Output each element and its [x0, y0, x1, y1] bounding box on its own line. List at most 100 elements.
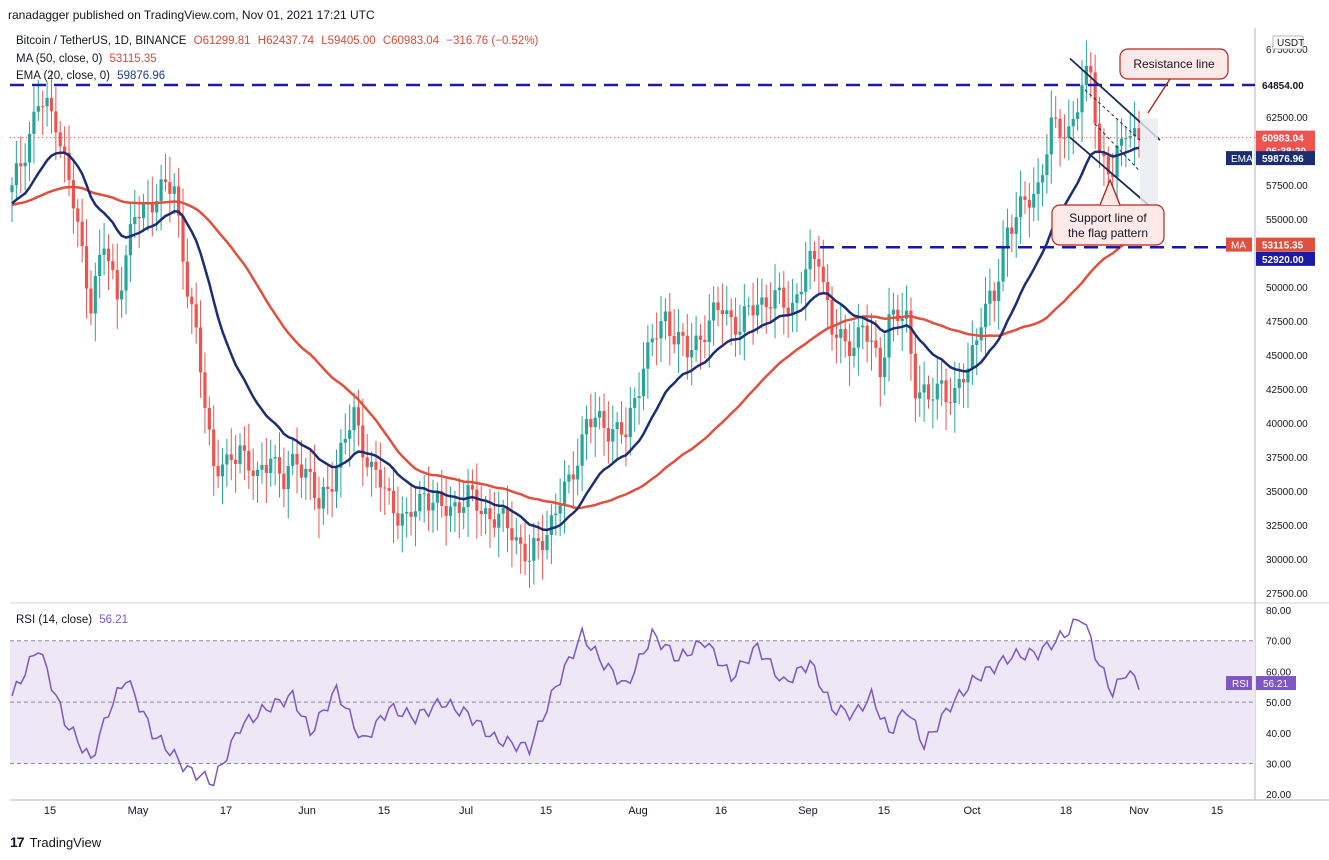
candle-body: [277, 457, 282, 474]
candle-body: [703, 339, 707, 343]
candle-body: [869, 340, 874, 342]
candle-body: [440, 491, 444, 506]
candle-body: [435, 491, 439, 503]
candle-body: [663, 311, 667, 322]
candle-body: [505, 508, 510, 529]
candle-body: [786, 307, 790, 314]
rsi-line: [11, 618, 1140, 787]
candle-body: [255, 469, 260, 476]
candle-body: [203, 372, 207, 408]
rsi-tick-label: 60.00: [1266, 667, 1291, 678]
candle-body: [137, 216, 141, 219]
time-tick-label: Nov: [1129, 805, 1149, 817]
candle-body: [769, 307, 773, 309]
candle-body: [751, 305, 755, 316]
candle-body: [1062, 137, 1067, 139]
candle-body: [111, 261, 115, 271]
candle-body: [133, 216, 137, 225]
candle-body: [861, 325, 865, 328]
candle-body: [1005, 227, 1010, 248]
candle-body: [966, 368, 970, 383]
candle-body: [558, 505, 562, 514]
candle-body: [1045, 154, 1049, 176]
candle-body: [84, 246, 89, 289]
candle-body: [668, 311, 672, 336]
candle-body: [405, 512, 409, 514]
candle-body: [935, 383, 939, 400]
price-tick-label: 57500.00: [1266, 181, 1308, 192]
rsi-value-tag-bg: [1256, 676, 1296, 691]
price-tick-label: 50000.00: [1266, 283, 1308, 294]
time-tick-label: Oct: [963, 805, 980, 817]
candle-body: [865, 325, 869, 342]
candle-body: [624, 434, 628, 438]
candle-body: [694, 335, 698, 351]
rsi-tag-bg: [1226, 676, 1252, 691]
candle-body: [102, 248, 106, 255]
ema-price-tag-text: 59876.96: [1262, 154, 1304, 165]
candle-body: [1111, 174, 1115, 178]
candle-body: [198, 327, 203, 373]
rsi-legend: RSI (14, close) 56.21: [16, 614, 132, 626]
candle-body: [49, 97, 54, 112]
candle-body: [251, 470, 255, 476]
rsi-label: RSI (14, close): [16, 614, 93, 626]
ma-label: MA (50, close, 0): [16, 53, 103, 65]
tradingview-logo-icon: 17: [10, 834, 25, 850]
candle-body: [1093, 72, 1097, 124]
candle-body: [128, 224, 133, 256]
ema-price-tag-tag: EMA: [1231, 154, 1253, 165]
time-tick-label: 15: [1211, 805, 1223, 817]
candle-body: [260, 464, 264, 470]
close-value: C60983.04: [382, 35, 440, 47]
candle-body: [1027, 199, 1031, 208]
candle-body: [378, 469, 382, 488]
candle-body: [19, 163, 23, 167]
candle-body: [295, 453, 299, 465]
tradingview-footer[interactable]: 17 TradingView: [10, 834, 101, 850]
candle-body: [409, 512, 413, 517]
candle-body: [554, 513, 558, 516]
candle-body: [545, 534, 549, 551]
candle-body: [168, 182, 172, 194]
candle-body: [150, 203, 154, 213]
candle-body: [804, 269, 808, 292]
candle-body: [843, 329, 847, 342]
candle-body: [23, 162, 27, 167]
candle-body: [1036, 182, 1040, 194]
ma-price-tag-bg: [1256, 237, 1315, 252]
candle-body: [98, 254, 102, 277]
candle-body: [58, 132, 62, 147]
candle-body: [299, 464, 304, 478]
candle-body: [229, 454, 233, 460]
time-tick-label: Jul: [459, 805, 473, 817]
candle-body: [1067, 126, 1071, 139]
price-tick-label: 42500.00: [1266, 385, 1308, 396]
candle-body: [1089, 66, 1093, 73]
candle-body: [826, 282, 830, 301]
open-value: O61299.81: [193, 35, 251, 47]
candle-body: [790, 302, 795, 314]
candle-body: [777, 287, 782, 291]
candle-body: [32, 111, 36, 134]
candle-body: [659, 321, 663, 339]
price-tick-label: 62500.00: [1266, 113, 1308, 124]
candle-body: [1001, 247, 1005, 282]
candle-body: [755, 304, 760, 316]
candle-body: [584, 419, 589, 435]
candle-body: [707, 320, 711, 343]
candle-body: [760, 297, 764, 305]
candle-body: [878, 347, 882, 378]
candle-body: [1049, 117, 1053, 155]
candle-body: [900, 318, 904, 322]
price-tick-label: 27500.00: [1266, 589, 1308, 600]
rsi-tick-label: 30.00: [1266, 760, 1291, 771]
candle-body: [729, 310, 733, 318]
candle-body: [532, 538, 536, 561]
ema-label: EMA (20, close, 0): [16, 70, 110, 82]
candle-body: [856, 327, 860, 348]
candle-body: [462, 507, 466, 513]
candle-body: [155, 201, 159, 213]
rsi-tick-label: 20.00: [1266, 790, 1291, 801]
